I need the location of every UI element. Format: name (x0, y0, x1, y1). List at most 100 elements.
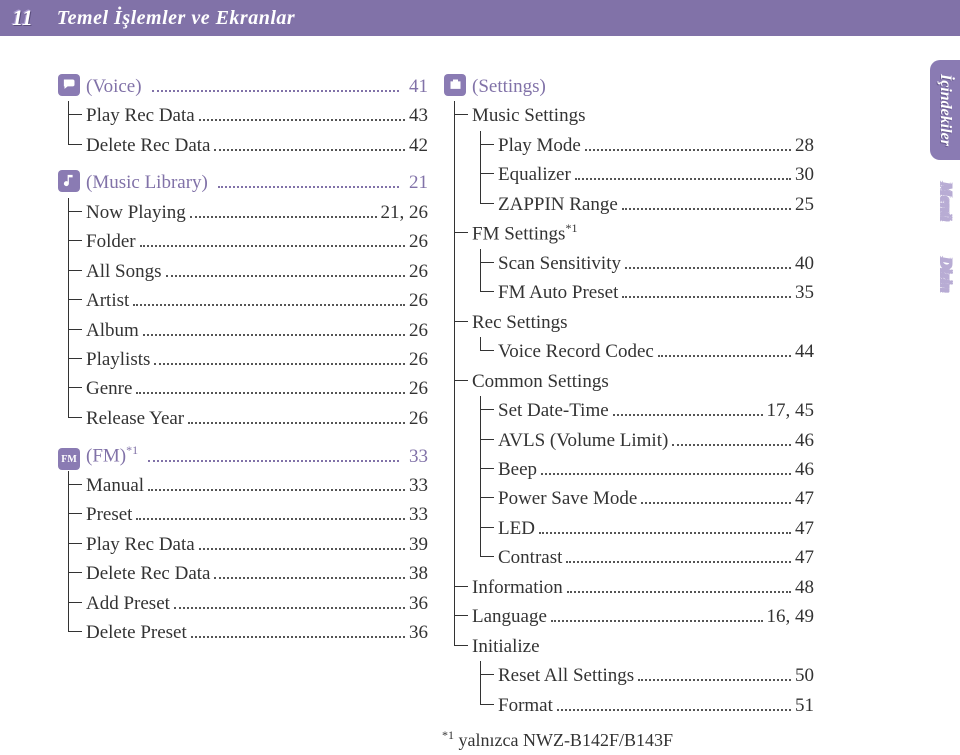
toc-entry[interactable]: Now Playing21, 26 (86, 198, 428, 227)
toc-entry[interactable]: Scan Sensitivity40 (498, 249, 814, 278)
left-column: (Voice)41Play Rec Data43Delete Rec Data4… (58, 72, 428, 755)
tree-item: Manual33 (68, 471, 428, 500)
entry-page: 51 (795, 691, 814, 720)
tree-group-label: Initialize (472, 632, 814, 661)
toc-entry[interactable]: Artist26 (86, 286, 428, 315)
toc-entry[interactable]: AVLS (Volume Limit)46 (498, 426, 814, 455)
toc-entry[interactable]: Information48 (472, 573, 814, 602)
entry-page: 26 (409, 374, 428, 403)
leader-dots (199, 539, 405, 550)
toc-entry[interactable]: Equalizer30 (498, 160, 814, 189)
section-head: (Voice)41 (58, 72, 428, 101)
entry-label: Play Rec Data (86, 101, 195, 130)
toc-entry[interactable]: Play Mode28 (498, 131, 814, 160)
tree-group-label: Music Settings (472, 101, 814, 130)
entry-label: Play Rec Data (86, 530, 195, 559)
tree: Scan Sensitivity40FM Auto Preset35 (480, 249, 814, 308)
entry-label: AVLS (Volume Limit) (498, 426, 668, 455)
toc-entry[interactable]: Format51 (498, 691, 814, 720)
toc-entry[interactable]: Genre26 (86, 374, 428, 403)
toc-entry[interactable]: Delete Rec Data38 (86, 559, 428, 588)
entry-label: Set Date-Time (498, 396, 609, 425)
toc-entry[interactable]: Album26 (86, 316, 428, 345)
tree-item: Album26 (68, 316, 428, 345)
tree-tick (454, 602, 468, 616)
leader-dots (148, 450, 399, 461)
toc-entry[interactable]: Delete Rec Data42 (86, 131, 428, 160)
tree: Manual33Preset33Play Rec Data39Delete Re… (68, 471, 428, 648)
header-band: 11 Temel İşlemler ve Ekranlar (0, 0, 960, 36)
toc-entry[interactable]: Folder26 (86, 227, 428, 256)
tree-item: Reset All Settings50 (480, 661, 814, 690)
tree-item: Play Rec Data 43 (68, 101, 428, 130)
entry-page: 43 (409, 101, 428, 130)
tree-item: AVLS (Volume Limit)46 (480, 426, 814, 455)
tree-item: Music SettingsPlay Mode28Equalizer30ZAPP… (454, 101, 814, 219)
toc-entry[interactable]: Contrast47 (498, 543, 814, 572)
tree-item: ZAPPIN Range25 (480, 190, 814, 219)
tab-menu[interactable]: Menü (930, 168, 960, 235)
entry-label: Preset (86, 500, 132, 529)
entry-page: 46 (795, 455, 814, 484)
tree-tick (68, 500, 82, 514)
leader-dots (641, 493, 791, 504)
tree-item: Common SettingsSet Date-Time17, 45AVLS (… (454, 367, 814, 573)
tree-tick (68, 316, 82, 330)
entry-label: Scan Sensitivity (498, 249, 621, 278)
entry-label: Now Playing (86, 198, 186, 227)
side-tabs: İçindekiler Menü Dizin (930, 60, 960, 307)
leader-dots (638, 670, 791, 681)
header-title: Temel İşlemler ve Ekranlar (57, 7, 295, 30)
entry-label: Power Save Mode (498, 484, 637, 513)
toc-entry[interactable]: All Songs26 (86, 257, 428, 286)
tree-tick (454, 573, 468, 587)
tree-item: Play Mode28 (480, 131, 814, 160)
entry-page: 26 (409, 404, 428, 433)
toc-entry[interactable]: Manual33 (86, 471, 428, 500)
leader-dots (214, 568, 405, 579)
leader-dots (152, 81, 399, 92)
toc-entry[interactable]: Voice Record Codec44 (498, 337, 814, 366)
leader-dots (143, 324, 405, 335)
tree-tick (68, 530, 82, 544)
toc-entry[interactable]: Reset All Settings50 (498, 661, 814, 690)
toc-entry[interactable]: Power Save Mode 47 (498, 484, 814, 513)
tab-contents[interactable]: İçindekiler (930, 60, 960, 160)
tree-item: All Songs26 (68, 257, 428, 286)
section-page: 33 (409, 442, 428, 471)
tree-item: Playlists26 (68, 345, 428, 374)
toc-entry[interactable]: LED47 (498, 514, 814, 543)
entry-page: 26 (409, 227, 428, 256)
entry-page: 47 (795, 484, 814, 513)
toc-entry[interactable]: ZAPPIN Range25 (498, 190, 814, 219)
toc-entry[interactable]: Playlists26 (86, 345, 428, 374)
toc-entry[interactable]: Play Rec Data 43 (86, 101, 428, 130)
leader-dots (133, 295, 405, 306)
entry-label: Manual (86, 471, 144, 500)
leader-dots (218, 177, 399, 188)
settings-icon (444, 74, 466, 96)
voice-icon (58, 74, 80, 96)
entry-label: LED (498, 514, 535, 543)
toc-entry[interactable]: Add Preset36 (86, 589, 428, 618)
toc-entry[interactable]: Set Date-Time17, 45 (498, 396, 814, 425)
entry-page: 35 (795, 278, 814, 307)
entry-page: 26 (409, 257, 428, 286)
toc-entry[interactable]: FM Auto Preset35 (498, 278, 814, 307)
toc-entry[interactable]: Delete Preset36 (86, 618, 428, 647)
tree-item: Voice Record Codec44 (480, 337, 814, 366)
toc-entry[interactable]: Beep46 (498, 455, 814, 484)
tree-group-label: FM Settings*1 (472, 219, 814, 249)
leader-dots (190, 206, 377, 217)
entry-label: Artist (86, 286, 129, 315)
tree-item: Power Save Mode 47 (480, 484, 814, 513)
section-head: FM(FM)*133 (58, 441, 428, 471)
tree-tick (480, 543, 494, 557)
toc-entry[interactable]: Preset33 (86, 500, 428, 529)
tab-index[interactable]: Dizin (930, 243, 960, 307)
tree-tick (480, 661, 494, 675)
toc-entry[interactable]: Language16, 49 (472, 602, 814, 631)
tree-item: Set Date-Time17, 45 (480, 396, 814, 425)
toc-entry[interactable]: Release Year26 (86, 404, 428, 433)
toc-entry[interactable]: Play Rec Data39 (86, 530, 428, 559)
